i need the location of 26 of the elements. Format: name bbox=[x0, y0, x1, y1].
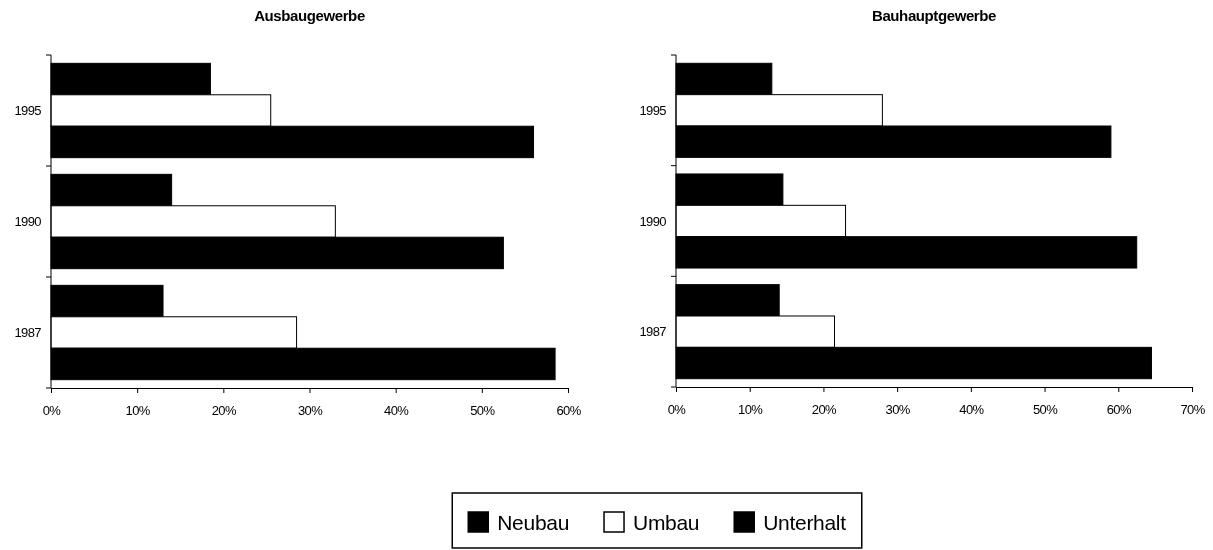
x-tick-label: 0% bbox=[667, 402, 687, 418]
x-tick-label: 20% bbox=[211, 403, 237, 419]
legend-label: Neubau bbox=[497, 511, 570, 534]
x-tick-label: 50% bbox=[1032, 402, 1059, 418]
y-tick-label: 1987 bbox=[639, 324, 667, 340]
y-tick-label: 1995 bbox=[14, 103, 42, 119]
chart-title: Bauhauptgewerbe bbox=[871, 7, 997, 24]
y-tick-label: 1995 bbox=[639, 102, 667, 118]
legend-label: Unterhalt bbox=[763, 511, 847, 534]
x-tick-label: 10% bbox=[738, 402, 764, 418]
x-tick-label: 10% bbox=[125, 403, 151, 419]
x-tick-label: 60% bbox=[1106, 402, 1132, 418]
y-tick-label: 1990 bbox=[14, 214, 42, 230]
x-tick-label: 40% bbox=[959, 402, 985, 418]
x-tick-label: 30% bbox=[297, 403, 324, 419]
x-tick-label: 50% bbox=[470, 403, 496, 419]
legend-label: Umbau bbox=[633, 511, 700, 534]
chart-title: Ausbaugewerbe bbox=[254, 7, 365, 24]
y-tick-label: 1987 bbox=[14, 325, 42, 341]
x-tick-label: 0% bbox=[42, 403, 62, 419]
x-tick-label: 20% bbox=[811, 402, 838, 418]
x-tick-label: 30% bbox=[885, 402, 911, 418]
x-tick-label: 60% bbox=[556, 403, 582, 419]
x-tick-label: 40% bbox=[384, 403, 410, 419]
y-tick-label: 1990 bbox=[639, 213, 667, 229]
x-tick-label: 70% bbox=[1180, 402, 1206, 418]
